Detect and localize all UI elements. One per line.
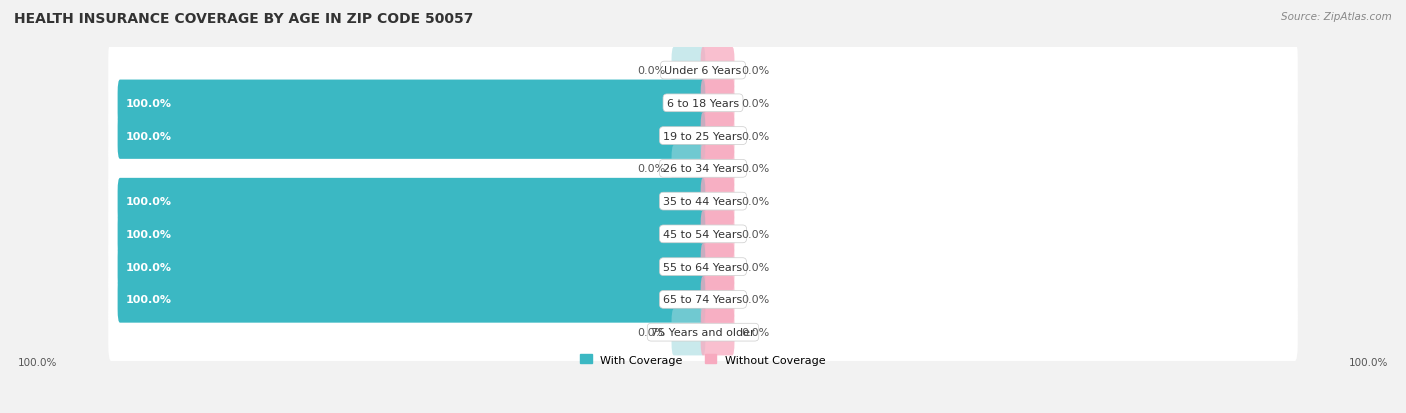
FancyBboxPatch shape <box>118 244 706 290</box>
FancyBboxPatch shape <box>700 146 734 192</box>
FancyBboxPatch shape <box>108 42 1298 100</box>
Text: 0.0%: 0.0% <box>741 328 769 337</box>
FancyBboxPatch shape <box>672 47 706 94</box>
Text: 0.0%: 0.0% <box>741 66 769 76</box>
FancyBboxPatch shape <box>118 211 706 258</box>
Text: 35 to 44 Years: 35 to 44 Years <box>664 197 742 206</box>
Text: 100.0%: 100.0% <box>125 99 172 109</box>
FancyBboxPatch shape <box>700 244 734 290</box>
Text: 0.0%: 0.0% <box>741 295 769 305</box>
Text: 65 to 74 Years: 65 to 74 Years <box>664 295 742 305</box>
FancyBboxPatch shape <box>700 47 734 94</box>
Text: 0.0%: 0.0% <box>741 262 769 272</box>
Text: 100.0%: 100.0% <box>125 229 172 239</box>
FancyBboxPatch shape <box>108 206 1298 263</box>
FancyBboxPatch shape <box>118 276 706 323</box>
FancyBboxPatch shape <box>108 107 1298 165</box>
Text: 100.0%: 100.0% <box>125 197 172 206</box>
FancyBboxPatch shape <box>118 178 706 225</box>
FancyBboxPatch shape <box>700 309 734 356</box>
Text: 0.0%: 0.0% <box>741 99 769 109</box>
FancyBboxPatch shape <box>118 113 706 159</box>
Text: 0.0%: 0.0% <box>741 164 769 174</box>
FancyBboxPatch shape <box>108 238 1298 296</box>
FancyBboxPatch shape <box>672 309 706 356</box>
Legend: With Coverage, Without Coverage: With Coverage, Without Coverage <box>576 350 830 369</box>
Text: 0.0%: 0.0% <box>741 197 769 206</box>
FancyBboxPatch shape <box>700 211 734 258</box>
FancyBboxPatch shape <box>108 304 1298 361</box>
Text: 100.0%: 100.0% <box>18 357 58 368</box>
Text: 19 to 25 Years: 19 to 25 Years <box>664 131 742 141</box>
Text: 100.0%: 100.0% <box>125 295 172 305</box>
FancyBboxPatch shape <box>700 113 734 159</box>
FancyBboxPatch shape <box>108 271 1298 328</box>
Text: 45 to 54 Years: 45 to 54 Years <box>664 229 742 239</box>
Text: 26 to 34 Years: 26 to 34 Years <box>664 164 742 174</box>
Text: 75 Years and older: 75 Years and older <box>651 328 755 337</box>
Text: 100.0%: 100.0% <box>125 262 172 272</box>
Text: Under 6 Years: Under 6 Years <box>665 66 741 76</box>
FancyBboxPatch shape <box>700 178 734 225</box>
Text: 0.0%: 0.0% <box>637 66 665 76</box>
FancyBboxPatch shape <box>118 81 706 127</box>
Text: 6 to 18 Years: 6 to 18 Years <box>666 99 740 109</box>
Text: 0.0%: 0.0% <box>637 328 665 337</box>
Text: 0.0%: 0.0% <box>637 164 665 174</box>
FancyBboxPatch shape <box>700 81 734 127</box>
FancyBboxPatch shape <box>108 75 1298 132</box>
Text: HEALTH INSURANCE COVERAGE BY AGE IN ZIP CODE 50057: HEALTH INSURANCE COVERAGE BY AGE IN ZIP … <box>14 12 474 26</box>
Text: 100.0%: 100.0% <box>125 131 172 141</box>
FancyBboxPatch shape <box>672 146 706 192</box>
Text: 100.0%: 100.0% <box>1348 357 1388 368</box>
Text: 0.0%: 0.0% <box>741 229 769 239</box>
FancyBboxPatch shape <box>108 140 1298 198</box>
Text: 55 to 64 Years: 55 to 64 Years <box>664 262 742 272</box>
FancyBboxPatch shape <box>108 173 1298 230</box>
Text: 0.0%: 0.0% <box>741 131 769 141</box>
Text: Source: ZipAtlas.com: Source: ZipAtlas.com <box>1281 12 1392 22</box>
FancyBboxPatch shape <box>700 276 734 323</box>
